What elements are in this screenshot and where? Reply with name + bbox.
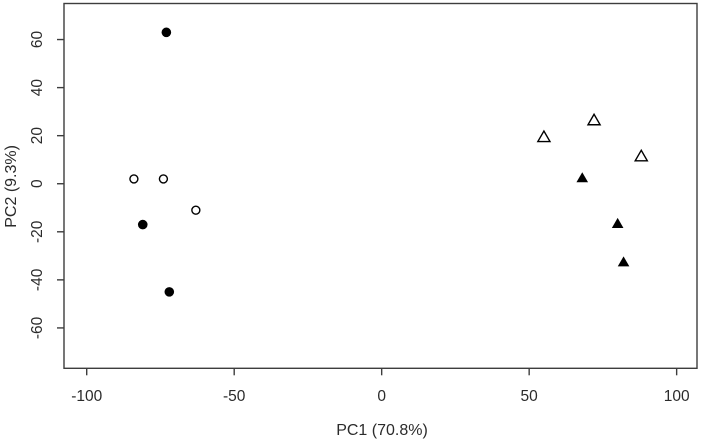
- x-tick-label: 100: [664, 388, 690, 405]
- data-point-open-triangle: [536, 129, 552, 143]
- series-open-circles: [129, 174, 201, 215]
- data-point-filled-circle: [137, 219, 148, 230]
- y-tick-label: -20: [29, 220, 46, 243]
- x-tick-label: -100: [71, 388, 102, 405]
- data-point-open-circle: [158, 174, 169, 184]
- plot-frame: [63, 2, 698, 369]
- data-point-open-triangle: [633, 148, 649, 162]
- data-point-filled-triangle: [576, 172, 589, 183]
- y-axis-label: PC2 (9.3%): [3, 145, 20, 228]
- data-point-filled-triangle: [611, 217, 624, 228]
- y-axis: -60 -40 -20 0 20 40 60: [29, 31, 64, 339]
- x-tick-label: -50: [223, 388, 246, 405]
- y-tick-label: 20: [29, 127, 46, 145]
- y-tick-label: 0: [29, 179, 46, 188]
- data-point-filled-circle: [164, 287, 175, 297]
- data-point-open-circle: [191, 205, 201, 215]
- y-tick-label: -60: [29, 316, 46, 339]
- series-filled-circles: [137, 27, 175, 297]
- x-axis-label: PC1 (70.8%): [336, 422, 428, 439]
- data-point-open-triangle: [586, 112, 602, 126]
- x-tick-label: 50: [521, 388, 539, 405]
- y-tick-label: 60: [29, 31, 46, 49]
- x-tick-label: 0: [377, 388, 386, 405]
- data-point-filled-circle: [161, 27, 172, 38]
- series-filled-triangles: [576, 172, 630, 267]
- y-tick-label: 40: [29, 79, 46, 97]
- series-open-triangles: [536, 112, 649, 162]
- data-point-open-circle: [129, 174, 139, 184]
- data-point-filled-triangle: [617, 256, 630, 267]
- y-tick-label: -40: [29, 268, 46, 291]
- x-axis: -100 -50 0 50 100: [71, 368, 690, 405]
